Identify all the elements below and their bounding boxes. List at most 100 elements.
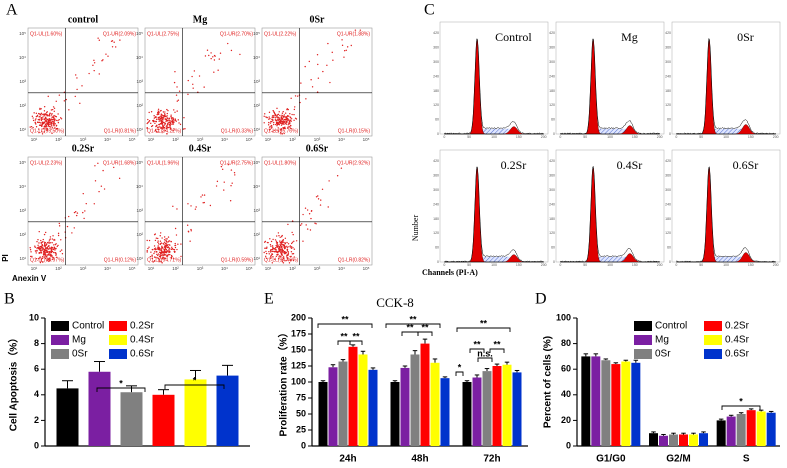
- event-dot: [148, 121, 150, 123]
- event-dot: [286, 117, 288, 119]
- x-tick-label: 0: [675, 135, 677, 139]
- event-dot: [40, 108, 42, 110]
- event-dot: [208, 54, 210, 57]
- event-dot: [50, 128, 52, 130]
- event-dot: [210, 52, 212, 54]
- event-dot: [49, 126, 52, 128]
- plot-title: 0.4Sr: [189, 143, 212, 154]
- x-tick-label: 0: [443, 135, 445, 139]
- y-tick-label: 0: [553, 260, 555, 264]
- legend-label: 0Sr: [655, 349, 671, 360]
- event-dot: [57, 232, 60, 235]
- event-dot: [166, 108, 168, 111]
- event-dot: [279, 122, 282, 124]
- significance-bracket: [469, 348, 485, 353]
- bar: [649, 433, 658, 446]
- y-tick-label: 10³: [19, 79, 26, 84]
- bar: [581, 356, 591, 446]
- event-dot: [55, 252, 57, 255]
- event-dot: [286, 245, 288, 248]
- event-dot: [177, 243, 179, 245]
- event-dot: [65, 98, 67, 101]
- event-dot: [37, 244, 39, 247]
- x-tick-label: S: [743, 454, 750, 465]
- plot-frame: [671, 21, 781, 135]
- event-dot: [50, 114, 53, 116]
- event-dot: [46, 250, 49, 253]
- event-dot: [51, 241, 53, 244]
- event-dot: [285, 259, 287, 262]
- y-tick-label: 300: [549, 188, 555, 192]
- event-dot: [288, 119, 290, 122]
- event-dot: [47, 259, 50, 261]
- y-tick-label: 180: [665, 217, 671, 221]
- y-tick-label: 10⁴: [136, 184, 143, 189]
- event-dot: [41, 130, 43, 133]
- event-dot: [53, 122, 55, 124]
- event-dot: [38, 113, 41, 115]
- x-tick-label: 10³: [80, 266, 87, 271]
- event-dot: [275, 115, 277, 117]
- event-dot: [227, 163, 229, 166]
- x-tick-label: 150: [748, 263, 754, 267]
- event-dot: [336, 175, 339, 177]
- event-dot: [158, 123, 160, 126]
- bar: [216, 375, 239, 446]
- event-dot: [178, 90, 181, 92]
- event-dot: [55, 243, 57, 245]
- significance-label: *: [458, 362, 462, 372]
- bar: [716, 420, 726, 446]
- event-dot: [273, 247, 275, 250]
- event-dot: [283, 247, 286, 250]
- y-tick-label: 180: [549, 217, 555, 221]
- significance-label: **: [480, 318, 488, 328]
- s-phase-area: [444, 256, 544, 262]
- legend-label: 0.2Sr: [725, 321, 750, 332]
- plot-title: 0.6Sr: [733, 158, 759, 172]
- event-dot: [281, 234, 283, 237]
- bar: [512, 372, 522, 446]
- event-dot: [283, 119, 285, 121]
- event-dot: [164, 129, 166, 132]
- quadrant-label: Q1-LR(0.82%): [338, 257, 371, 263]
- x-tick-label: 48h: [411, 454, 428, 465]
- event-dot: [310, 210, 313, 212]
- quadrant-label: Q1-UR(2.70%): [220, 31, 253, 37]
- y-tick-label: 120: [665, 103, 671, 107]
- y-tick-label: 0: [669, 132, 671, 136]
- event-dot: [264, 113, 266, 115]
- event-dot: [201, 194, 204, 196]
- y-tick-label: 300: [433, 188, 439, 192]
- event-dot: [163, 122, 166, 124]
- event-dot: [281, 114, 283, 117]
- event-dot: [291, 253, 294, 255]
- event-dot: [53, 117, 55, 119]
- x-tick-label: 50: [583, 135, 587, 139]
- event-dot: [288, 246, 290, 248]
- event-dot: [156, 124, 158, 126]
- event-dot: [286, 254, 288, 256]
- y-tick-label: 150: [291, 344, 306, 354]
- event-dot: [102, 59, 104, 61]
- y-tick-label: 420: [665, 159, 671, 163]
- event-dot: [34, 245, 36, 247]
- event-dot: [155, 116, 157, 119]
- event-dot: [279, 245, 282, 247]
- event-dot: [160, 109, 162, 112]
- event-dot: [317, 195, 319, 197]
- event-dot: [277, 113, 280, 116]
- x-tick-label: 10²: [289, 137, 296, 142]
- event-dot: [287, 243, 290, 245]
- bar: [679, 434, 688, 446]
- event-dot: [157, 240, 159, 242]
- event-dot: [46, 118, 48, 120]
- event-dot: [45, 127, 47, 129]
- event-dot: [164, 246, 166, 249]
- significance-bracket: [455, 371, 464, 376]
- event-dot: [41, 122, 43, 124]
- significance-bracket: [456, 327, 511, 332]
- bar: [88, 371, 111, 446]
- event-dot: [189, 240, 191, 242]
- event-dot: [176, 110, 178, 112]
- event-dot: [55, 125, 58, 127]
